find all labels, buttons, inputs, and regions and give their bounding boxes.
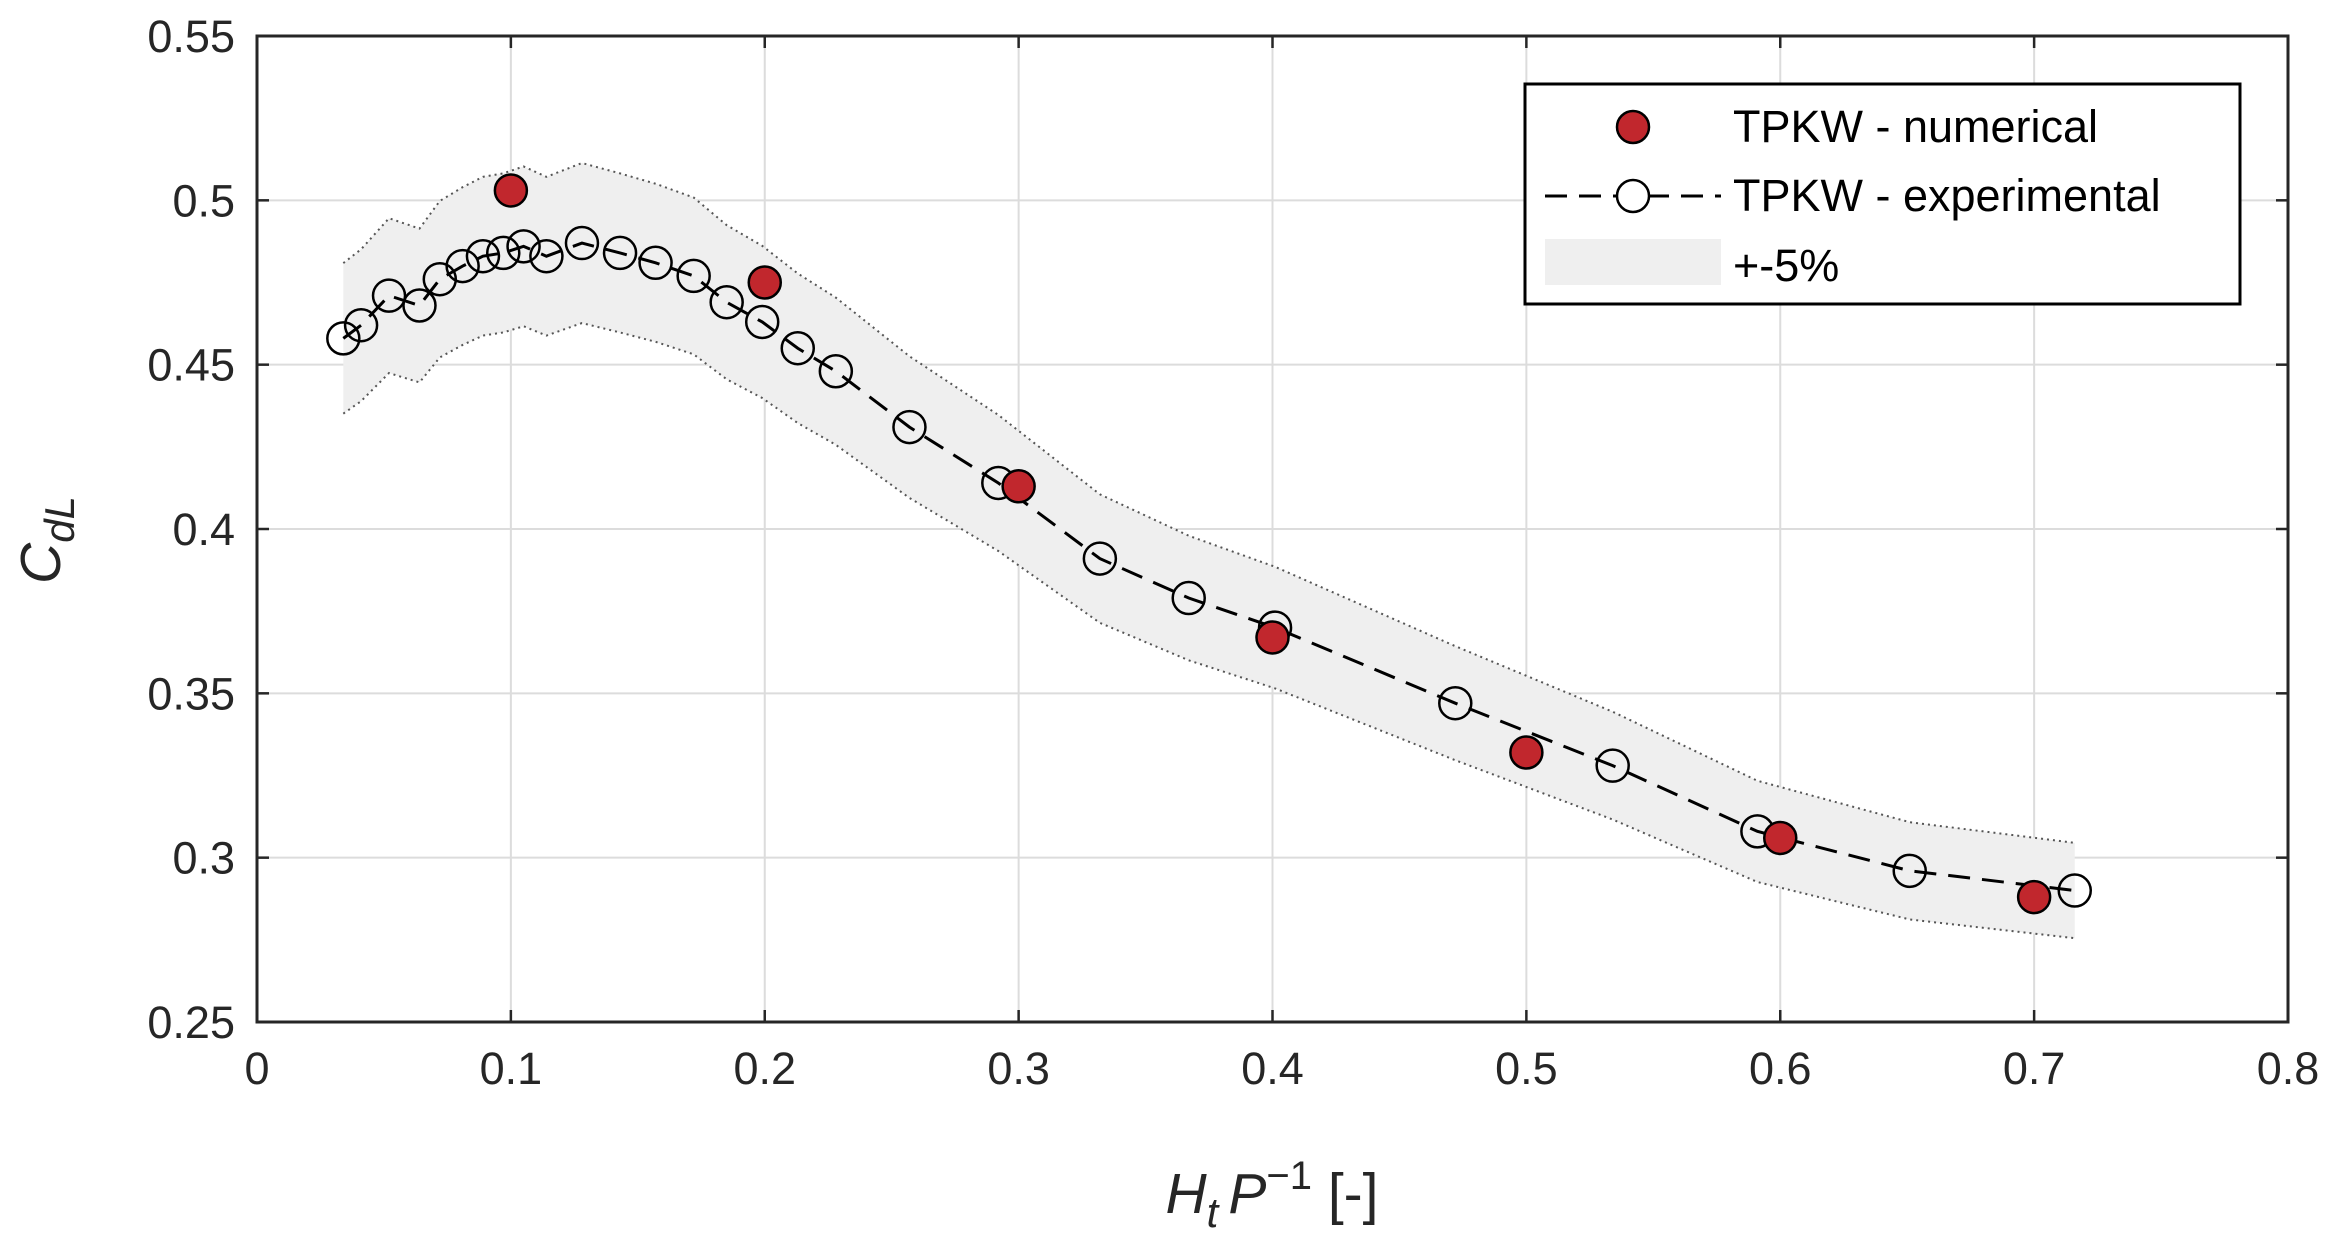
legend: TPKW - numerical TPKW - experimental +-5…	[1523, 82, 2242, 306]
y-tick-label: 0.55	[147, 11, 235, 62]
experimental-point	[371, 278, 407, 313]
legend-numerical-marker	[1615, 109, 1651, 145]
y-tick-label: 0.4	[172, 504, 235, 555]
experimental-point	[892, 409, 927, 445]
tolerance-band	[342, 161, 2075, 940]
x-tick-label: 0	[244, 1043, 269, 1094]
experimental-point	[1892, 853, 1927, 889]
legend-band-label: +-5%	[1733, 240, 1839, 291]
x-tick-label: 0.1	[480, 1043, 543, 1094]
x-tick-label: 0.6	[1749, 1043, 1812, 1094]
y-tick-label: 0.3	[172, 833, 235, 884]
experimental-line	[342, 241, 2075, 893]
legend-numerical-label: TPKW - numerical	[1733, 101, 2098, 152]
band-upper-edge	[342, 161, 2075, 844]
experimental-point	[780, 330, 816, 366]
experimental-point	[1438, 685, 1473, 721]
experimental-point	[529, 238, 564, 274]
experimental-point	[343, 307, 379, 343]
numerical-point	[2016, 879, 2052, 915]
legend-experimental-label: TPKW - experimental	[1733, 170, 2161, 221]
numerical-point	[1255, 620, 1290, 655]
numerical-point	[747, 265, 782, 300]
numerical-point	[493, 173, 529, 208]
x-axis-label: Ht P−1 [-]	[1166, 1154, 1379, 1236]
x-label-unit: [-]	[1312, 1162, 1379, 1226]
experimental-point	[638, 245, 673, 281]
legend-band-swatch	[1545, 239, 1721, 285]
experimental-point	[506, 229, 541, 264]
axes	[255, 34, 2290, 1024]
y-label-sub: dL	[36, 496, 83, 543]
experimental-point	[465, 238, 501, 274]
x-label-sup: −1	[1266, 1154, 1312, 1198]
numerical-point	[1509, 735, 1544, 770]
y-tick-label: 0.25	[147, 997, 235, 1048]
band-fill	[343, 163, 2075, 939]
y-tick-label: 0.45	[147, 340, 235, 391]
legend-experimental-marker	[1615, 178, 1651, 214]
y-label-main: C	[9, 542, 73, 584]
numerical-series	[493, 173, 2052, 915]
experimental-point	[818, 353, 854, 389]
y-axis-label: CdL	[9, 496, 83, 584]
experimental-point	[2057, 873, 2092, 908]
experimental-point	[1082, 541, 1118, 576]
x-label-main: H	[1166, 1162, 1208, 1226]
x-tick-label: 0.3	[987, 1043, 1050, 1094]
experimental-point	[676, 258, 711, 294]
band-lower-edge	[342, 322, 2075, 940]
x-label-sub: t	[1207, 1189, 1221, 1236]
x-tick-label: 0.7	[2003, 1043, 2066, 1094]
experimental-point	[445, 248, 480, 284]
x-tick-label: 0.4	[1241, 1043, 1304, 1094]
y-tick-label: 0.5	[172, 175, 235, 226]
x-tick-label: 0.8	[2257, 1043, 2320, 1094]
experimental-point	[709, 284, 744, 320]
x-tick-label: 0.2	[733, 1043, 796, 1094]
experimental-point	[402, 288, 437, 323]
numerical-point	[1763, 820, 1798, 856]
numerical-point	[1001, 469, 1036, 504]
experimental-point	[486, 235, 521, 271]
experimental-point	[602, 235, 638, 271]
tick-labels: 0 0.1 0.2 0.3 0.4 0.5 0.6 0.7 0.8 0.25 0.3 0.35 0.4 0…	[147, 11, 2319, 1094]
x-label-second: P	[1228, 1162, 1266, 1226]
x-tick-label: 0.5	[1495, 1043, 1558, 1094]
experimental-point	[744, 304, 780, 340]
experimental-point	[326, 321, 361, 356]
experimental-point	[564, 225, 600, 261]
experimental-point	[1171, 580, 1206, 616]
experimental-point	[1595, 748, 1630, 783]
plot-frame	[255, 34, 2290, 1024]
y-tick-label: 0.35	[147, 668, 235, 719]
